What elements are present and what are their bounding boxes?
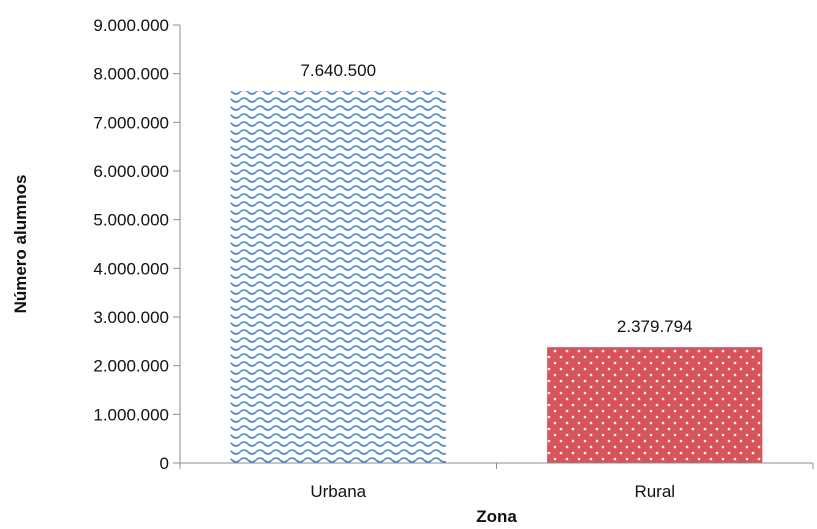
y-tick-label: 4.000.000 bbox=[93, 259, 169, 278]
data-labels: 7.640.500 2.379.794 bbox=[300, 61, 692, 336]
y-tick-label: 6.000.000 bbox=[93, 162, 169, 181]
y-tick-label: 3.000.000 bbox=[93, 308, 169, 327]
y-tick-label: 5.000.000 bbox=[93, 211, 169, 230]
y-tick-label: 8.000.000 bbox=[93, 65, 169, 84]
bar-rural bbox=[547, 347, 763, 463]
data-label-urbana: 7.640.500 bbox=[300, 61, 376, 80]
y-tick-label: 0 bbox=[160, 454, 169, 473]
y-tick-label: 9.000.000 bbox=[93, 16, 169, 35]
x-tick-label: Rural bbox=[634, 482, 675, 501]
data-label-rural: 2.379.794 bbox=[617, 317, 693, 336]
x-tick-label: Urbana bbox=[310, 482, 366, 501]
y-axis-title: Número alumnos bbox=[11, 175, 30, 314]
x-axis-ticks: Urbana Rural bbox=[179, 463, 814, 501]
bar-urbana bbox=[230, 91, 446, 464]
bars bbox=[230, 91, 763, 464]
y-tick-label: 2.000.000 bbox=[93, 357, 169, 376]
x-axis-title: Zona bbox=[476, 507, 517, 526]
y-tick-label: 1.000.000 bbox=[93, 405, 169, 424]
y-axis-ticks: 0 1.000.000 2.000.000 3.000.000 4.000.000 5.0… bbox=[93, 16, 180, 473]
y-tick-label: 7.000.000 bbox=[93, 113, 169, 132]
